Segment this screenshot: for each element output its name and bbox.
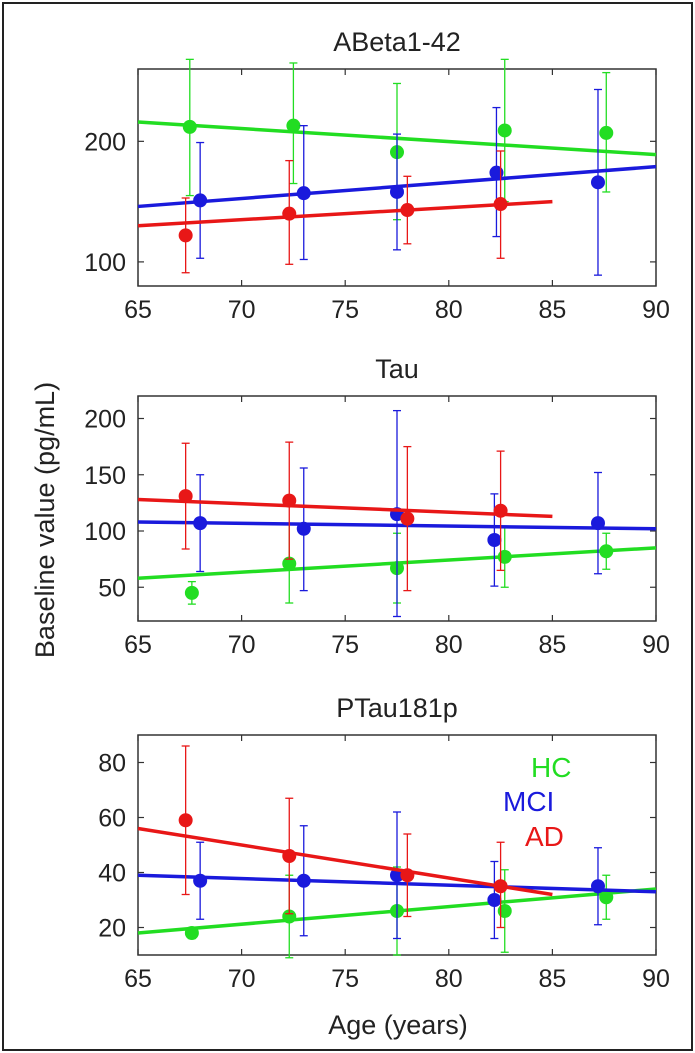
legend-label-hc: HC bbox=[531, 752, 571, 783]
ptau-x-tick-label: 75 bbox=[331, 965, 359, 993]
ptau-mci-point bbox=[590, 879, 605, 894]
ptau-ad-point bbox=[178, 813, 193, 828]
abeta-ad-point bbox=[493, 197, 508, 212]
ptau-hc-point bbox=[599, 890, 614, 905]
abeta-hc-point bbox=[599, 125, 614, 140]
abeta-mci-point bbox=[296, 186, 311, 201]
tau-hc-point bbox=[599, 544, 614, 559]
tau-mci-point bbox=[193, 516, 208, 531]
tau-mci-point bbox=[590, 516, 605, 531]
tau-y-tick-label: 50 bbox=[98, 574, 126, 602]
panel-tau: Tau 65 70 75 80 85 90 50 100 150 200 bbox=[84, 354, 670, 659]
tau-ad-point bbox=[400, 511, 415, 526]
tau-mci-point bbox=[487, 533, 502, 547]
abeta-mci-point bbox=[489, 165, 504, 180]
legend-label-ad: AD bbox=[525, 821, 564, 852]
abeta-x-tick-label: 65 bbox=[124, 296, 152, 324]
abeta-hc-point bbox=[286, 118, 301, 133]
tau-ad-point bbox=[493, 503, 508, 518]
x-axis-title: Age (years) bbox=[328, 1010, 468, 1040]
abeta-hc-point bbox=[497, 123, 512, 138]
panel-abeta: ABeta1-42 65 70 75 80 85 90 100 200 bbox=[84, 27, 670, 324]
abeta-ad-point bbox=[178, 228, 193, 243]
ptau-ad-point bbox=[493, 879, 508, 894]
ptau-y-tick-label: 80 bbox=[98, 750, 126, 778]
tau-title: Tau bbox=[375, 354, 419, 384]
ptau-x-tick-label: 65 bbox=[124, 965, 152, 993]
tau-ad-trend-line bbox=[137, 497, 553, 519]
tau-ad-point bbox=[282, 493, 297, 508]
tau-y-tick-label: 100 bbox=[84, 518, 126, 546]
abeta-y-tick-label: 100 bbox=[84, 249, 126, 277]
ptau-hc-point bbox=[497, 904, 512, 918]
abeta-mci-point bbox=[390, 184, 404, 199]
tau-x-tick-label: 80 bbox=[435, 631, 463, 659]
ptau-title: PTau181p bbox=[336, 693, 458, 723]
ptau-mci-point bbox=[193, 873, 208, 888]
tau-x-tick-label: 75 bbox=[331, 631, 359, 659]
abeta-ad-trend-line bbox=[137, 199, 553, 228]
ptau-ad-point bbox=[400, 868, 415, 883]
ptau-hc-point bbox=[184, 926, 199, 940]
ptau-mci-point bbox=[296, 873, 311, 888]
abeta-x-tick-label: 70 bbox=[228, 296, 256, 324]
tau-ad-point bbox=[178, 489, 193, 504]
abeta-mci-point bbox=[590, 175, 605, 190]
tau-x-tick-label: 65 bbox=[124, 631, 152, 659]
ptau-hc-point bbox=[282, 909, 297, 924]
abeta-x-tick-label: 90 bbox=[642, 296, 670, 324]
panel-ptau: PTau181p 65 70 75 80 85 90 20 40 60 80 bbox=[98, 693, 670, 993]
ptau-x-tick-label: 85 bbox=[538, 965, 566, 993]
ptau-y-tick-label: 20 bbox=[98, 915, 126, 943]
abeta-ad-point bbox=[282, 206, 297, 221]
tau-y-tick-label: 150 bbox=[84, 462, 126, 490]
abeta-x-tick-label: 85 bbox=[538, 296, 566, 324]
ptau-ad-point bbox=[282, 849, 297, 863]
ptau-y-tick-label: 60 bbox=[98, 805, 126, 833]
abeta-title: ABeta1-42 bbox=[333, 27, 461, 57]
ptau-mci-point bbox=[487, 893, 502, 907]
ptau-y-tick-label: 40 bbox=[98, 860, 126, 888]
tau-hc-point bbox=[282, 556, 297, 571]
abeta-y-tick-label: 200 bbox=[84, 128, 126, 156]
tau-hc-point bbox=[497, 549, 512, 564]
tau-x-tick-label: 90 bbox=[642, 631, 670, 659]
legend: HC MCI AD bbox=[503, 752, 571, 852]
ptau-ad-trend-line bbox=[137, 826, 553, 897]
tau-x-tick-label: 85 bbox=[538, 631, 566, 659]
tau-hc-point bbox=[184, 585, 199, 600]
legend-label-mci: MCI bbox=[503, 786, 554, 817]
tau-mci-point bbox=[296, 521, 311, 536]
abeta-x-tick-label: 75 bbox=[331, 296, 359, 324]
ptau-x-tick-label: 80 bbox=[435, 965, 463, 993]
ptau-x-tick-label: 70 bbox=[228, 965, 256, 993]
abeta-ad-point bbox=[400, 203, 415, 218]
abeta-mci-point bbox=[193, 193, 208, 208]
abeta-x-tick-label: 80 bbox=[435, 296, 463, 324]
y-axis-title: Baseline value (pg/mL) bbox=[30, 382, 60, 658]
ptau-x-tick-label: 90 bbox=[642, 965, 670, 993]
tau-y-tick-label: 200 bbox=[84, 406, 126, 434]
abeta-hc-point bbox=[182, 119, 197, 134]
tau-x-tick-label: 70 bbox=[228, 631, 256, 659]
